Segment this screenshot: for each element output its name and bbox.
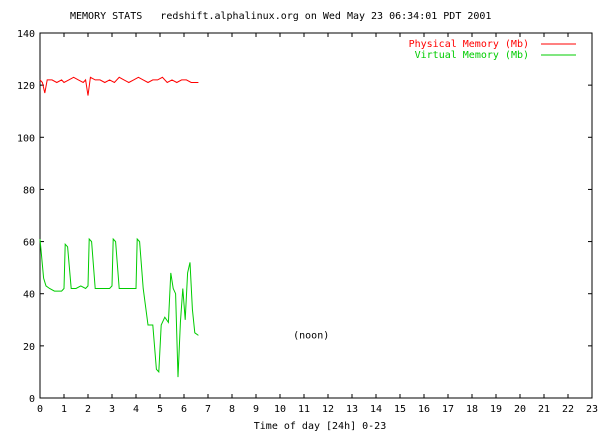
x-tick-label: 8: [229, 404, 235, 415]
x-tick-label: 13: [346, 404, 358, 415]
axes: [39, 32, 593, 399]
x-tick-label: 0: [37, 404, 43, 415]
x-tick-label: 3: [109, 404, 115, 415]
x-tick-label: 16: [418, 404, 430, 415]
x-tick-label: 1: [61, 404, 67, 415]
x-tick-label: 5: [157, 404, 163, 415]
series-line-virtual-memory: [39, 237, 199, 378]
x-tick-label: 22: [562, 404, 574, 415]
x-tick-label: 7: [205, 404, 211, 415]
y-tick-label: 120: [17, 81, 35, 92]
y-tick-label: 60: [23, 238, 35, 249]
y-tick-label: 100: [17, 133, 35, 144]
x-axis-label: Time of day [24h] 0-23: [254, 421, 386, 432]
series-layer: [39, 76, 199, 378]
plot-frame: [39, 32, 593, 399]
y-tick-label: 0: [29, 394, 35, 405]
x-tick-label: 14: [370, 404, 382, 415]
y-tick-label: 20: [23, 342, 35, 353]
x-tick-label: 11: [298, 404, 310, 415]
y-axis-ticks: 0 20 40 60 80 100 120 140: [17, 29, 592, 405]
legend: Physical Memory (Mb)Virtual Memory (Mb): [409, 39, 576, 61]
noon-annotation: (noon): [293, 330, 329, 341]
x-axis-ticks: 0 1 2 3 4 5 6 7 8 9 10 11 12 13 14 15 16 17 18 19 20 21 22 23: [37, 33, 598, 415]
chart-title: MEMORY STATS redshift.alphalinux.org on …: [70, 11, 491, 22]
y-tick-label: 80: [23, 185, 35, 196]
x-tick-label: 10: [274, 404, 286, 415]
x-tick-label: 9: [253, 404, 259, 415]
x-tick-label: 23: [586, 404, 598, 415]
y-tick-label: 140: [17, 29, 35, 40]
legend-label: Virtual Memory (Mb): [415, 50, 529, 61]
x-tick-label: 6: [181, 404, 187, 415]
x-tick-label: 4: [133, 404, 139, 415]
x-tick-label: 21: [538, 404, 550, 415]
x-tick-label: 12: [322, 404, 334, 415]
x-tick-label: 15: [394, 404, 406, 415]
x-tick-label: 19: [490, 404, 502, 415]
x-tick-label: 18: [466, 404, 478, 415]
series-line-physical-memory: [39, 76, 199, 96]
x-tick-label: 17: [442, 404, 454, 415]
y-tick-label: 40: [23, 290, 35, 301]
x-tick-label: 2: [85, 404, 91, 415]
x-tick-label: 20: [514, 404, 526, 415]
legend-label: Physical Memory (Mb): [409, 39, 529, 50]
